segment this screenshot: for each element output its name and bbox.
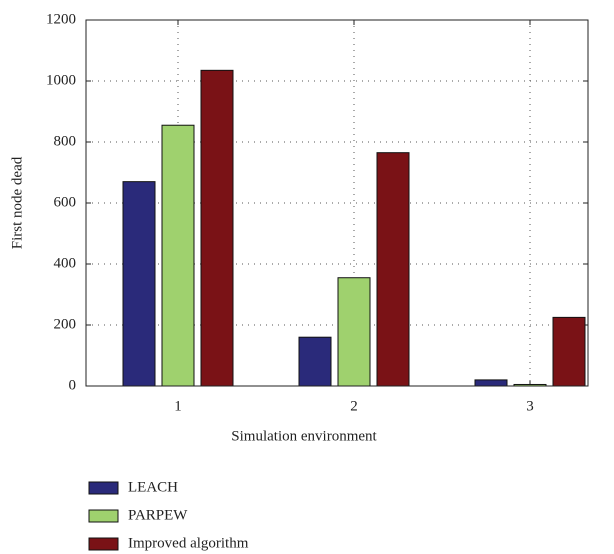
y-tick-label: 1200 — [46, 11, 76, 27]
y-tick-label: 800 — [54, 133, 77, 149]
bar — [376, 152, 410, 387]
y-axis-label: First node dead — [9, 156, 25, 249]
y-tick-label: 1000 — [46, 72, 76, 88]
legend-label: PARPEW — [128, 507, 188, 523]
plot-frame — [85, 19, 589, 387]
legend-label: LEACH — [128, 479, 178, 495]
legend-swatch — [88, 509, 119, 523]
x-tick-label: 3 — [526, 398, 534, 414]
bar — [337, 277, 371, 387]
x-tick-label: 1 — [174, 398, 182, 414]
x-axis-label: Simulation environment — [231, 428, 377, 444]
legend-label: Improved algorithm — [128, 535, 249, 551]
bar — [298, 336, 332, 387]
x-tick-label: 2 — [350, 398, 358, 414]
legend-swatch — [88, 481, 119, 495]
bar — [200, 69, 234, 387]
y-tick-label: 600 — [54, 194, 77, 210]
bar — [474, 379, 508, 387]
bar — [552, 316, 586, 387]
bar — [161, 124, 195, 387]
y-tick-label: 200 — [54, 316, 77, 332]
bar — [122, 181, 156, 387]
y-tick-label: 0 — [69, 377, 77, 393]
legend-swatch — [88, 537, 119, 551]
y-tick-label: 400 — [54, 255, 77, 271]
